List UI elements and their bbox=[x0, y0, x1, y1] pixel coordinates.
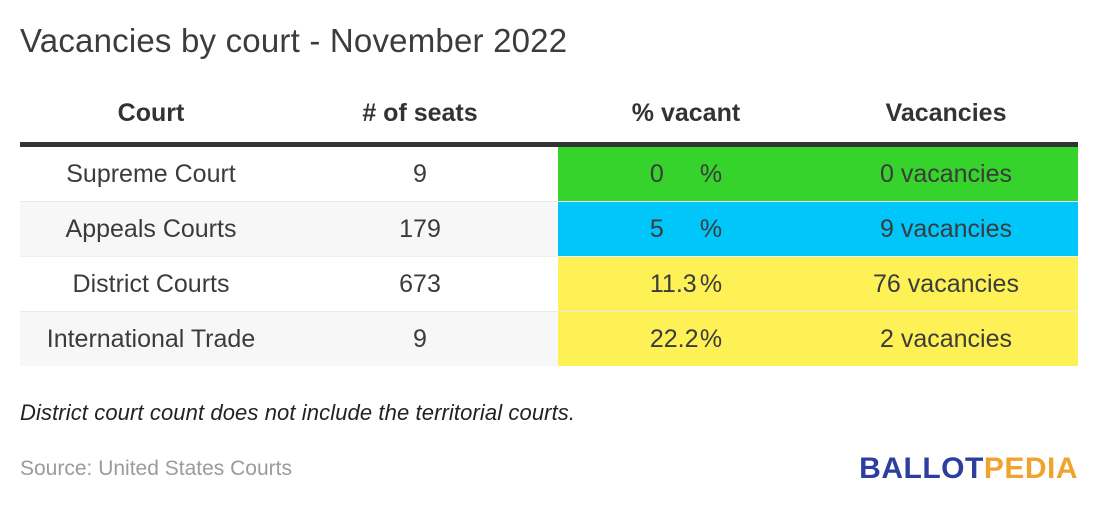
vacancies-cell: 2 vacancies bbox=[814, 312, 1078, 366]
seats-cell: 9 bbox=[413, 324, 427, 353]
pct-value: 5 bbox=[649, 214, 664, 243]
seats-cell: 179 bbox=[399, 214, 441, 243]
vacancies-table: Court # of seats % vacant Vacancies Supr… bbox=[20, 84, 1078, 366]
table-row: International Trade 9 22.2% 2 vacancies bbox=[20, 311, 1078, 366]
seats-cell: 9 bbox=[413, 159, 427, 188]
pct-value: 0 bbox=[649, 159, 664, 188]
vacancies-cell: 76 vacancies bbox=[814, 257, 1078, 311]
logo-part-ballot: BALLOT bbox=[859, 452, 984, 485]
column-header-seats: # of seats bbox=[362, 98, 478, 127]
table-header-row: Court # of seats % vacant Vacancies bbox=[20, 84, 1078, 142]
column-header-vacancies: Vacancies bbox=[885, 98, 1007, 127]
pct-unit: % bbox=[699, 324, 723, 353]
source-attribution: Source: United States Courts bbox=[20, 457, 292, 480]
court-name-cell: Appeals Courts bbox=[65, 214, 237, 243]
court-name-cell: Supreme Court bbox=[66, 159, 236, 188]
pct-value: 11.3 bbox=[649, 269, 697, 298]
pct-vacant-cell: 0% bbox=[558, 147, 814, 201]
column-header-court: Court bbox=[117, 98, 185, 127]
court-name-cell: District Courts bbox=[72, 269, 230, 298]
page-title: Vacancies by court - November 2022 bbox=[20, 22, 568, 59]
footnote: District court count does not include th… bbox=[20, 400, 576, 425]
pct-vacant-cell: 5% bbox=[558, 202, 814, 256]
ballotpedia-logo: BALLOTPEDIA bbox=[859, 452, 1078, 486]
vacancies-cell: 9 vacancies bbox=[814, 202, 1078, 256]
pct-unit: % bbox=[699, 159, 723, 188]
table-row: District Courts 673 11.3% 76 vacancies bbox=[20, 256, 1078, 311]
pct-unit: % bbox=[699, 214, 723, 243]
pct-unit: % bbox=[699, 269, 723, 298]
court-name-cell: International Trade bbox=[46, 324, 256, 353]
header-rule bbox=[20, 142, 1078, 147]
column-header-pct-vacant: % vacant bbox=[631, 98, 741, 127]
seats-cell: 673 bbox=[399, 269, 441, 298]
pct-vacant-cell: 22.2% bbox=[558, 312, 814, 366]
vacancies-cell: 0 vacancies bbox=[814, 147, 1078, 201]
logo-part-pedia: PEDIA bbox=[983, 452, 1078, 485]
footer: Source: United States Courts BALLOTPEDIA bbox=[20, 452, 1078, 486]
pct-vacant-cell: 11.3% bbox=[558, 257, 814, 311]
table-row: Appeals Courts 179 5% 9 vacancies bbox=[20, 201, 1078, 256]
table-row: Supreme Court 9 0% 0 vacancies bbox=[20, 147, 1078, 201]
pct-value: 22.2 bbox=[649, 324, 699, 353]
